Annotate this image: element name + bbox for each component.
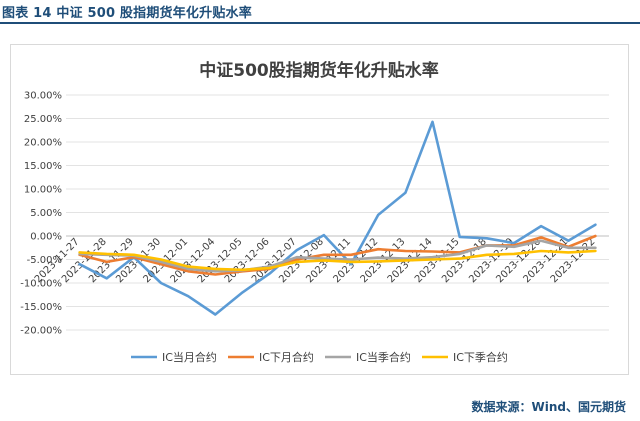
- y-axis: 30.00% 25.00% 20.00% 15.00% 10.00% 5.00% 0.00%…: [20, 91, 62, 337]
- legend: IC当月合约 IC下月合约 IC当季合约 IC下季合约: [131, 350, 508, 364]
- y-tick-label: 0.00%: [30, 232, 62, 243]
- legend-label: IC下月合约: [259, 350, 314, 364]
- y-tick-label: 20.00%: [24, 138, 62, 149]
- y-tick-label: 25.00%: [24, 114, 62, 125]
- figure-caption: 图表 14 中证 500 股指期货年化升贴水率: [2, 6, 252, 21]
- y-tick-label: 30.00%: [24, 91, 62, 102]
- caption-rule: [0, 22, 640, 24]
- series-line-3: [78, 239, 597, 273]
- gridlines: [66, 94, 609, 331]
- series-lines: [78, 120, 597, 316]
- y-tick-label: -15.00%: [20, 302, 62, 313]
- chart-title: 中证500股指期货年化升贴水率: [199, 60, 439, 81]
- y-tick-label: -5.00%: [27, 255, 62, 266]
- y-tick-label: -20.00%: [20, 326, 62, 337]
- y-tick-label: 5.00%: [30, 208, 62, 219]
- y-tick-label: 15.00%: [24, 161, 62, 172]
- legend-label: IC当月合约: [162, 350, 217, 364]
- y-tick-label: -10.00%: [20, 279, 62, 290]
- chart-container: 中证500股指期货年化升贴水率 30.00% 25.00% 20.00% 15.00%…: [10, 44, 629, 375]
- legend-label: IC当季合约: [356, 350, 411, 364]
- data-source: 数据来源：Wind、国元期货: [471, 400, 626, 414]
- series-line-1: [78, 120, 597, 316]
- legend-label: IC下季合约: [453, 350, 508, 364]
- y-tick-label: 10.00%: [24, 185, 62, 196]
- series-line-4: [78, 249, 597, 272]
- line-chart: 中证500股指期货年化升贴水率 30.00% 25.00% 20.00% 15.00%…: [20, 60, 609, 364]
